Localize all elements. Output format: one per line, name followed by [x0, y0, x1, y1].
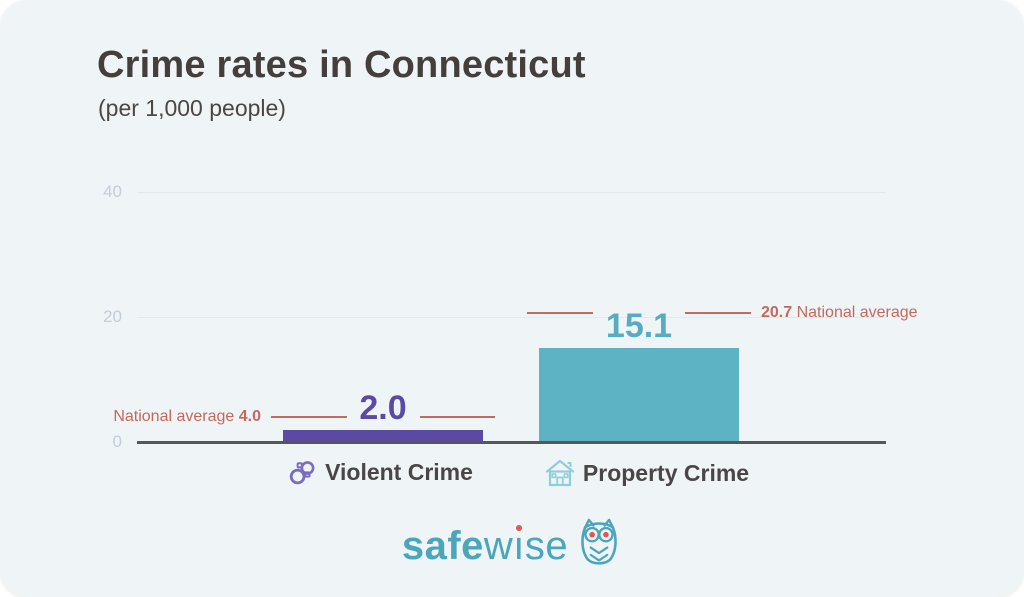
safewise-logo-text: safewı se [402, 524, 568, 569]
value-label-violent-crime: 2.0 [359, 388, 407, 427]
chart-subtitle: (per 1,000 people) [98, 95, 286, 121]
logo-text-safe: safe [401, 524, 484, 568]
bar-property-crime [539, 347, 739, 442]
owl-icon [576, 517, 622, 572]
y-tick-40: 40 [103, 182, 122, 201]
avg-line-property-right [685, 311, 751, 314]
chart-title: Crime rates in Connecticut [97, 44, 586, 86]
avg-label-violent-crime: National average 4.0 [113, 407, 261, 427]
y-tick-20: 20 [103, 307, 122, 326]
logo-text-wise: wı se [483, 524, 569, 568]
gridline-20 [137, 317, 886, 318]
avg-label-suffix: National average [796, 303, 918, 321]
category-label-text: Property Crime [582, 459, 750, 486]
y-tick-0: 0 [112, 432, 122, 451]
avg-line-violent-left [271, 416, 347, 418]
avg-label-value: 20.7 [761, 303, 793, 321]
category-label-text: Violent Crime [325, 459, 473, 485]
x-axis-baseline [137, 441, 886, 444]
avg-label-property-crime: 20.7 National average [761, 303, 918, 323]
category-label-violent-crime: Violent Crime [211, 459, 551, 486]
avg-label-value: 4.0 [238, 408, 261, 425]
house-icon [545, 459, 575, 487]
bar-violent-crime [283, 429, 483, 442]
chart-header: Crime rates in Connecticut (per 1,000 pe… [97, 44, 586, 122]
safewise-logo: safewı se [0, 518, 1024, 572]
gridline-40 [137, 192, 886, 193]
avg-label-prefix: National average [113, 408, 235, 425]
value-label-property-crime: 15.1 [605, 306, 673, 345]
avg-line-property-left [527, 311, 593, 314]
avg-line-violent-right [419, 416, 495, 418]
handcuffs-icon [289, 460, 317, 486]
category-label-property-crime: Property Crime [477, 459, 817, 487]
